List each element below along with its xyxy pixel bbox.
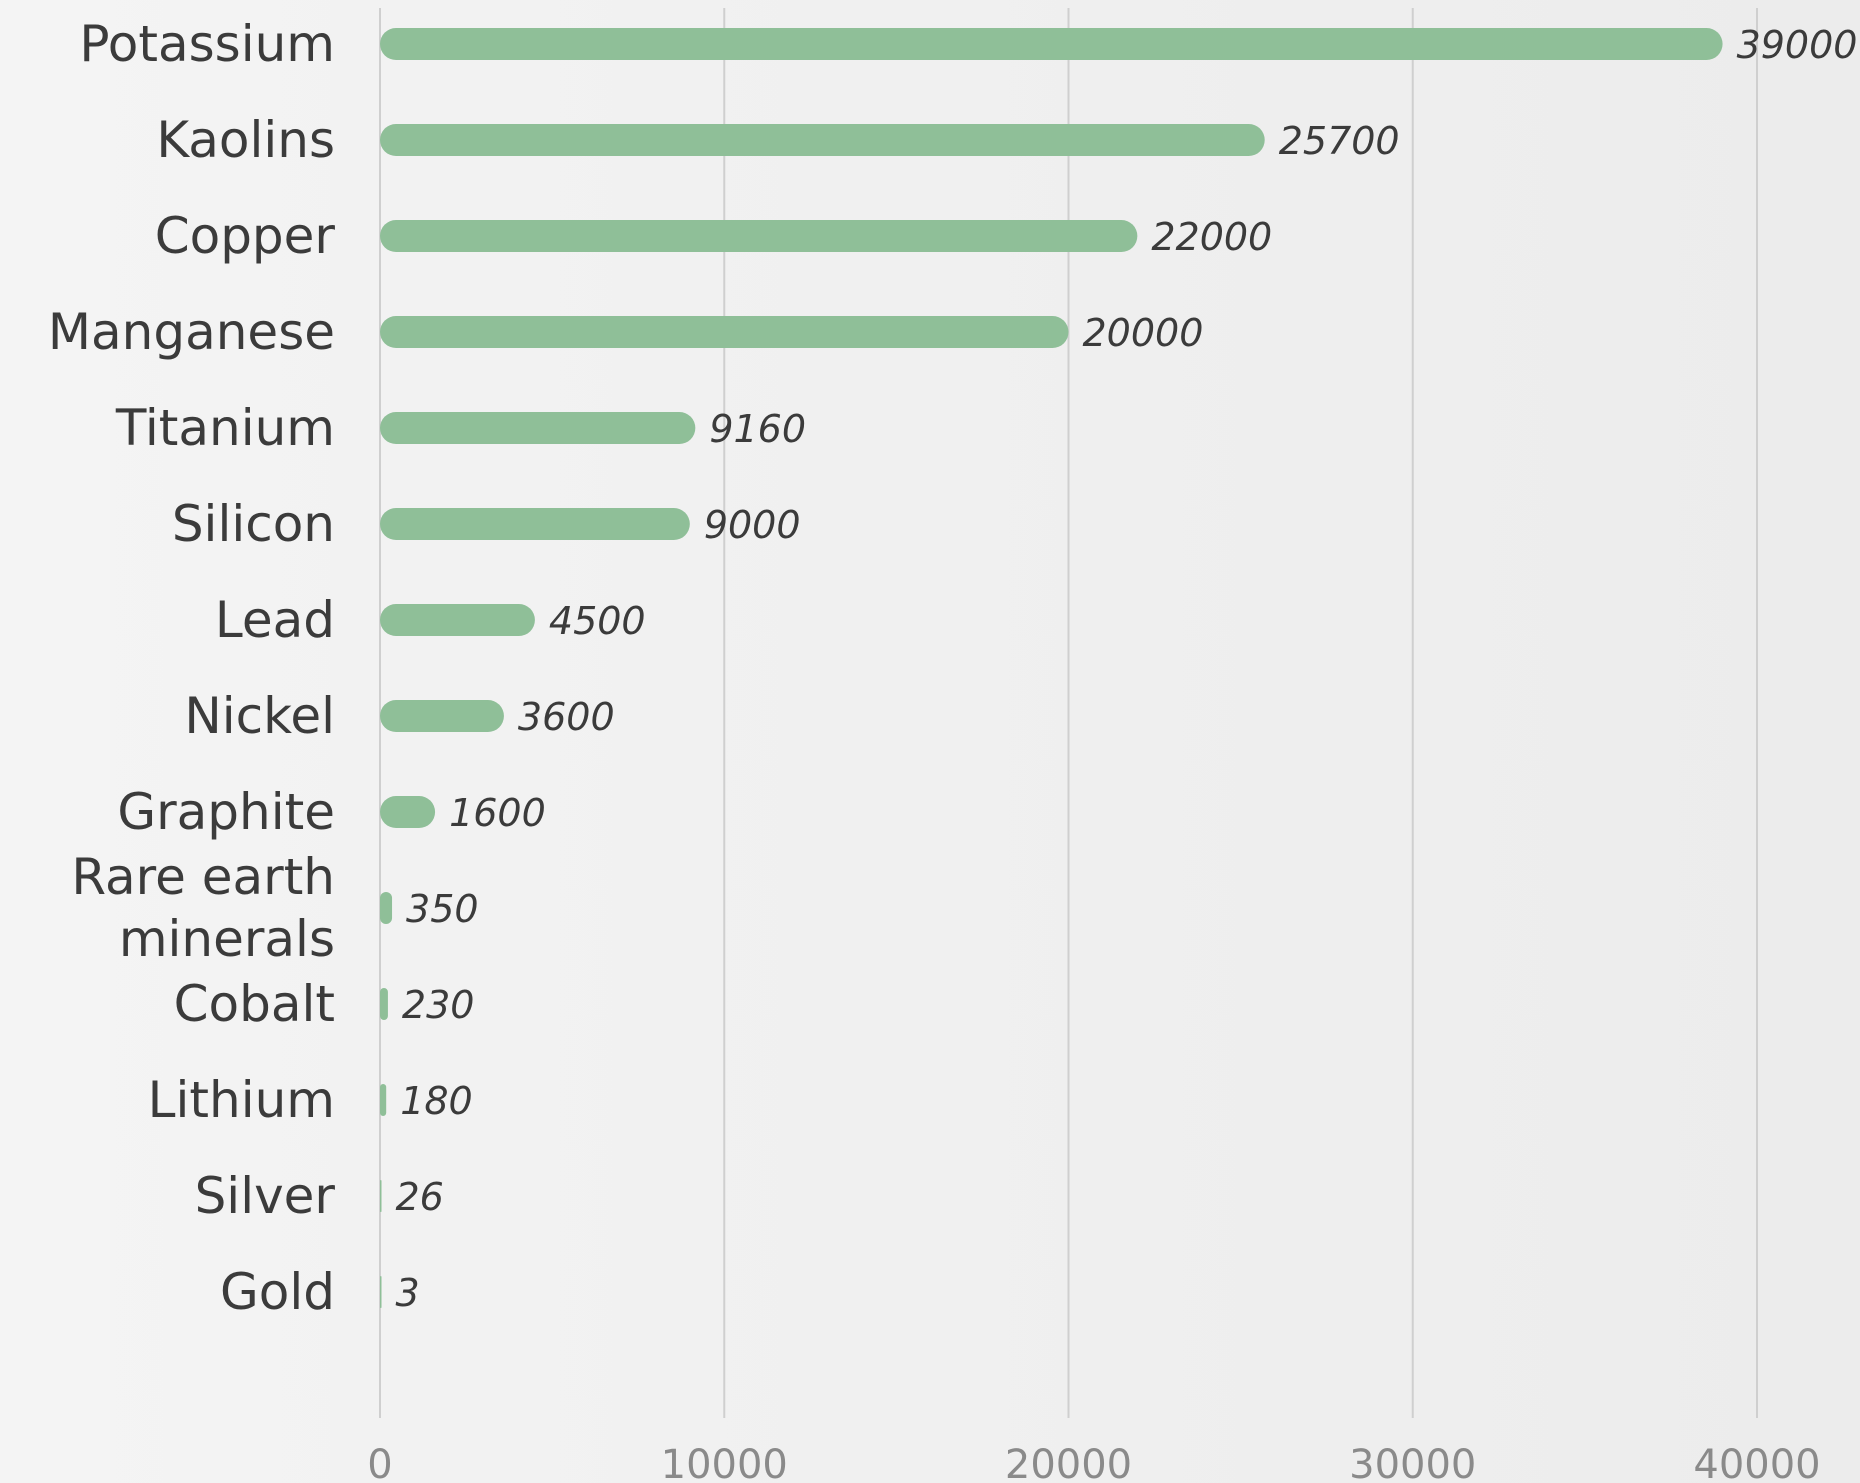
- value-label: 4500: [549, 599, 646, 643]
- category-label: Graphite: [117, 783, 335, 841]
- bar: [380, 892, 393, 924]
- value-label: 9160: [709, 407, 806, 451]
- value-label: 22000: [1151, 215, 1272, 259]
- category-label: Cobalt: [174, 975, 335, 1033]
- value-label: 230: [402, 983, 475, 1027]
- category-label: Titanium: [115, 399, 335, 457]
- category-label: Kaolins: [156, 111, 335, 169]
- value-label: 39000: [1737, 23, 1858, 67]
- bar: [380, 1180, 382, 1212]
- category-label: Silver: [195, 1167, 336, 1225]
- category-label: Lithium: [148, 1071, 335, 1129]
- category-label: Copper: [155, 207, 336, 265]
- category-labels: Potassium Kaolins Copper Manganese Titanium S…: [48, 15, 336, 1321]
- bar: [380, 796, 436, 828]
- value-label: 3: [396, 1271, 420, 1315]
- category-label: Manganese: [48, 303, 335, 361]
- x-tick-label: 10000: [661, 1442, 788, 1483]
- bar: [380, 124, 1265, 156]
- value-label: 1600: [449, 791, 546, 835]
- value-label: 26: [396, 1175, 444, 1219]
- bar: [380, 1276, 382, 1308]
- value-labels: 39000 25700 22000 20000 9160 9000 4500 3600 1600…: [396, 23, 1858, 1315]
- value-label: 180: [400, 1079, 473, 1123]
- x-tick-label: 20000: [1005, 1442, 1132, 1483]
- value-label: 20000: [1083, 311, 1204, 355]
- bar: [380, 988, 388, 1020]
- value-label: 25700: [1279, 119, 1400, 163]
- bar: [380, 508, 690, 540]
- category-label: Nickel: [184, 687, 335, 745]
- bar: [380, 316, 1069, 348]
- category-label: Lead: [215, 591, 335, 649]
- bar: [380, 604, 535, 636]
- x-tick-label: 40000: [1693, 1442, 1820, 1483]
- x-tick-label: 0: [367, 1442, 392, 1483]
- category-label: Rare earth minerals: [71, 848, 335, 968]
- category-label: Silicon: [172, 495, 335, 553]
- category-label: Potassium: [79, 15, 335, 73]
- value-label: 9000: [704, 503, 801, 547]
- bar: [380, 28, 1723, 60]
- x-axis-tick-labels: 0 10000 20000 30000 40000: [367, 1442, 1820, 1483]
- value-label: 3600: [518, 695, 615, 739]
- bar: [380, 700, 504, 732]
- bars: [380, 28, 1723, 1308]
- category-label: Gold: [220, 1263, 335, 1321]
- value-label: 350: [406, 887, 479, 931]
- bar: [380, 412, 696, 444]
- bar: [380, 220, 1138, 252]
- bar: [380, 1084, 387, 1116]
- x-tick-label: 30000: [1349, 1442, 1476, 1483]
